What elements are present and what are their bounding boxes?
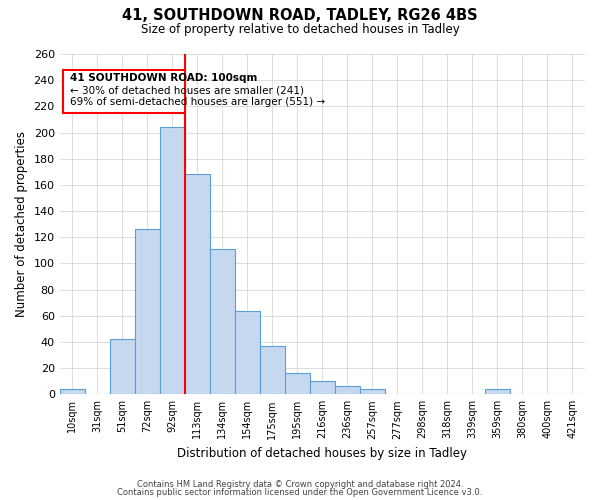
Bar: [485, 389, 510, 394]
Bar: [135, 230, 160, 394]
Text: Contains public sector information licensed under the Open Government Licence v3: Contains public sector information licen…: [118, 488, 482, 497]
X-axis label: Distribution of detached houses by size in Tadley: Distribution of detached houses by size …: [178, 447, 467, 460]
Text: 69% of semi-detached houses are larger (551) →: 69% of semi-detached houses are larger (…: [70, 98, 325, 108]
Bar: [210, 249, 235, 394]
Bar: [59, 389, 85, 394]
Bar: [185, 174, 210, 394]
Text: ← 30% of detached houses are smaller (241): ← 30% of detached houses are smaller (24…: [70, 85, 304, 95]
Bar: [160, 128, 185, 394]
Bar: [235, 310, 260, 394]
Text: 41, SOUTHDOWN ROAD, TADLEY, RG26 4BS: 41, SOUTHDOWN ROAD, TADLEY, RG26 4BS: [122, 8, 478, 22]
Bar: [110, 340, 135, 394]
Bar: [285, 374, 310, 394]
Bar: [260, 346, 285, 395]
Y-axis label: Number of detached properties: Number of detached properties: [15, 131, 28, 317]
Bar: [360, 389, 385, 394]
Bar: [310, 381, 335, 394]
Text: Size of property relative to detached houses in Tadley: Size of property relative to detached ho…: [140, 22, 460, 36]
Text: 41 SOUTHDOWN ROAD: 100sqm: 41 SOUTHDOWN ROAD: 100sqm: [70, 72, 257, 83]
Bar: [335, 386, 360, 394]
Text: Contains HM Land Registry data © Crown copyright and database right 2024.: Contains HM Land Registry data © Crown c…: [137, 480, 463, 489]
